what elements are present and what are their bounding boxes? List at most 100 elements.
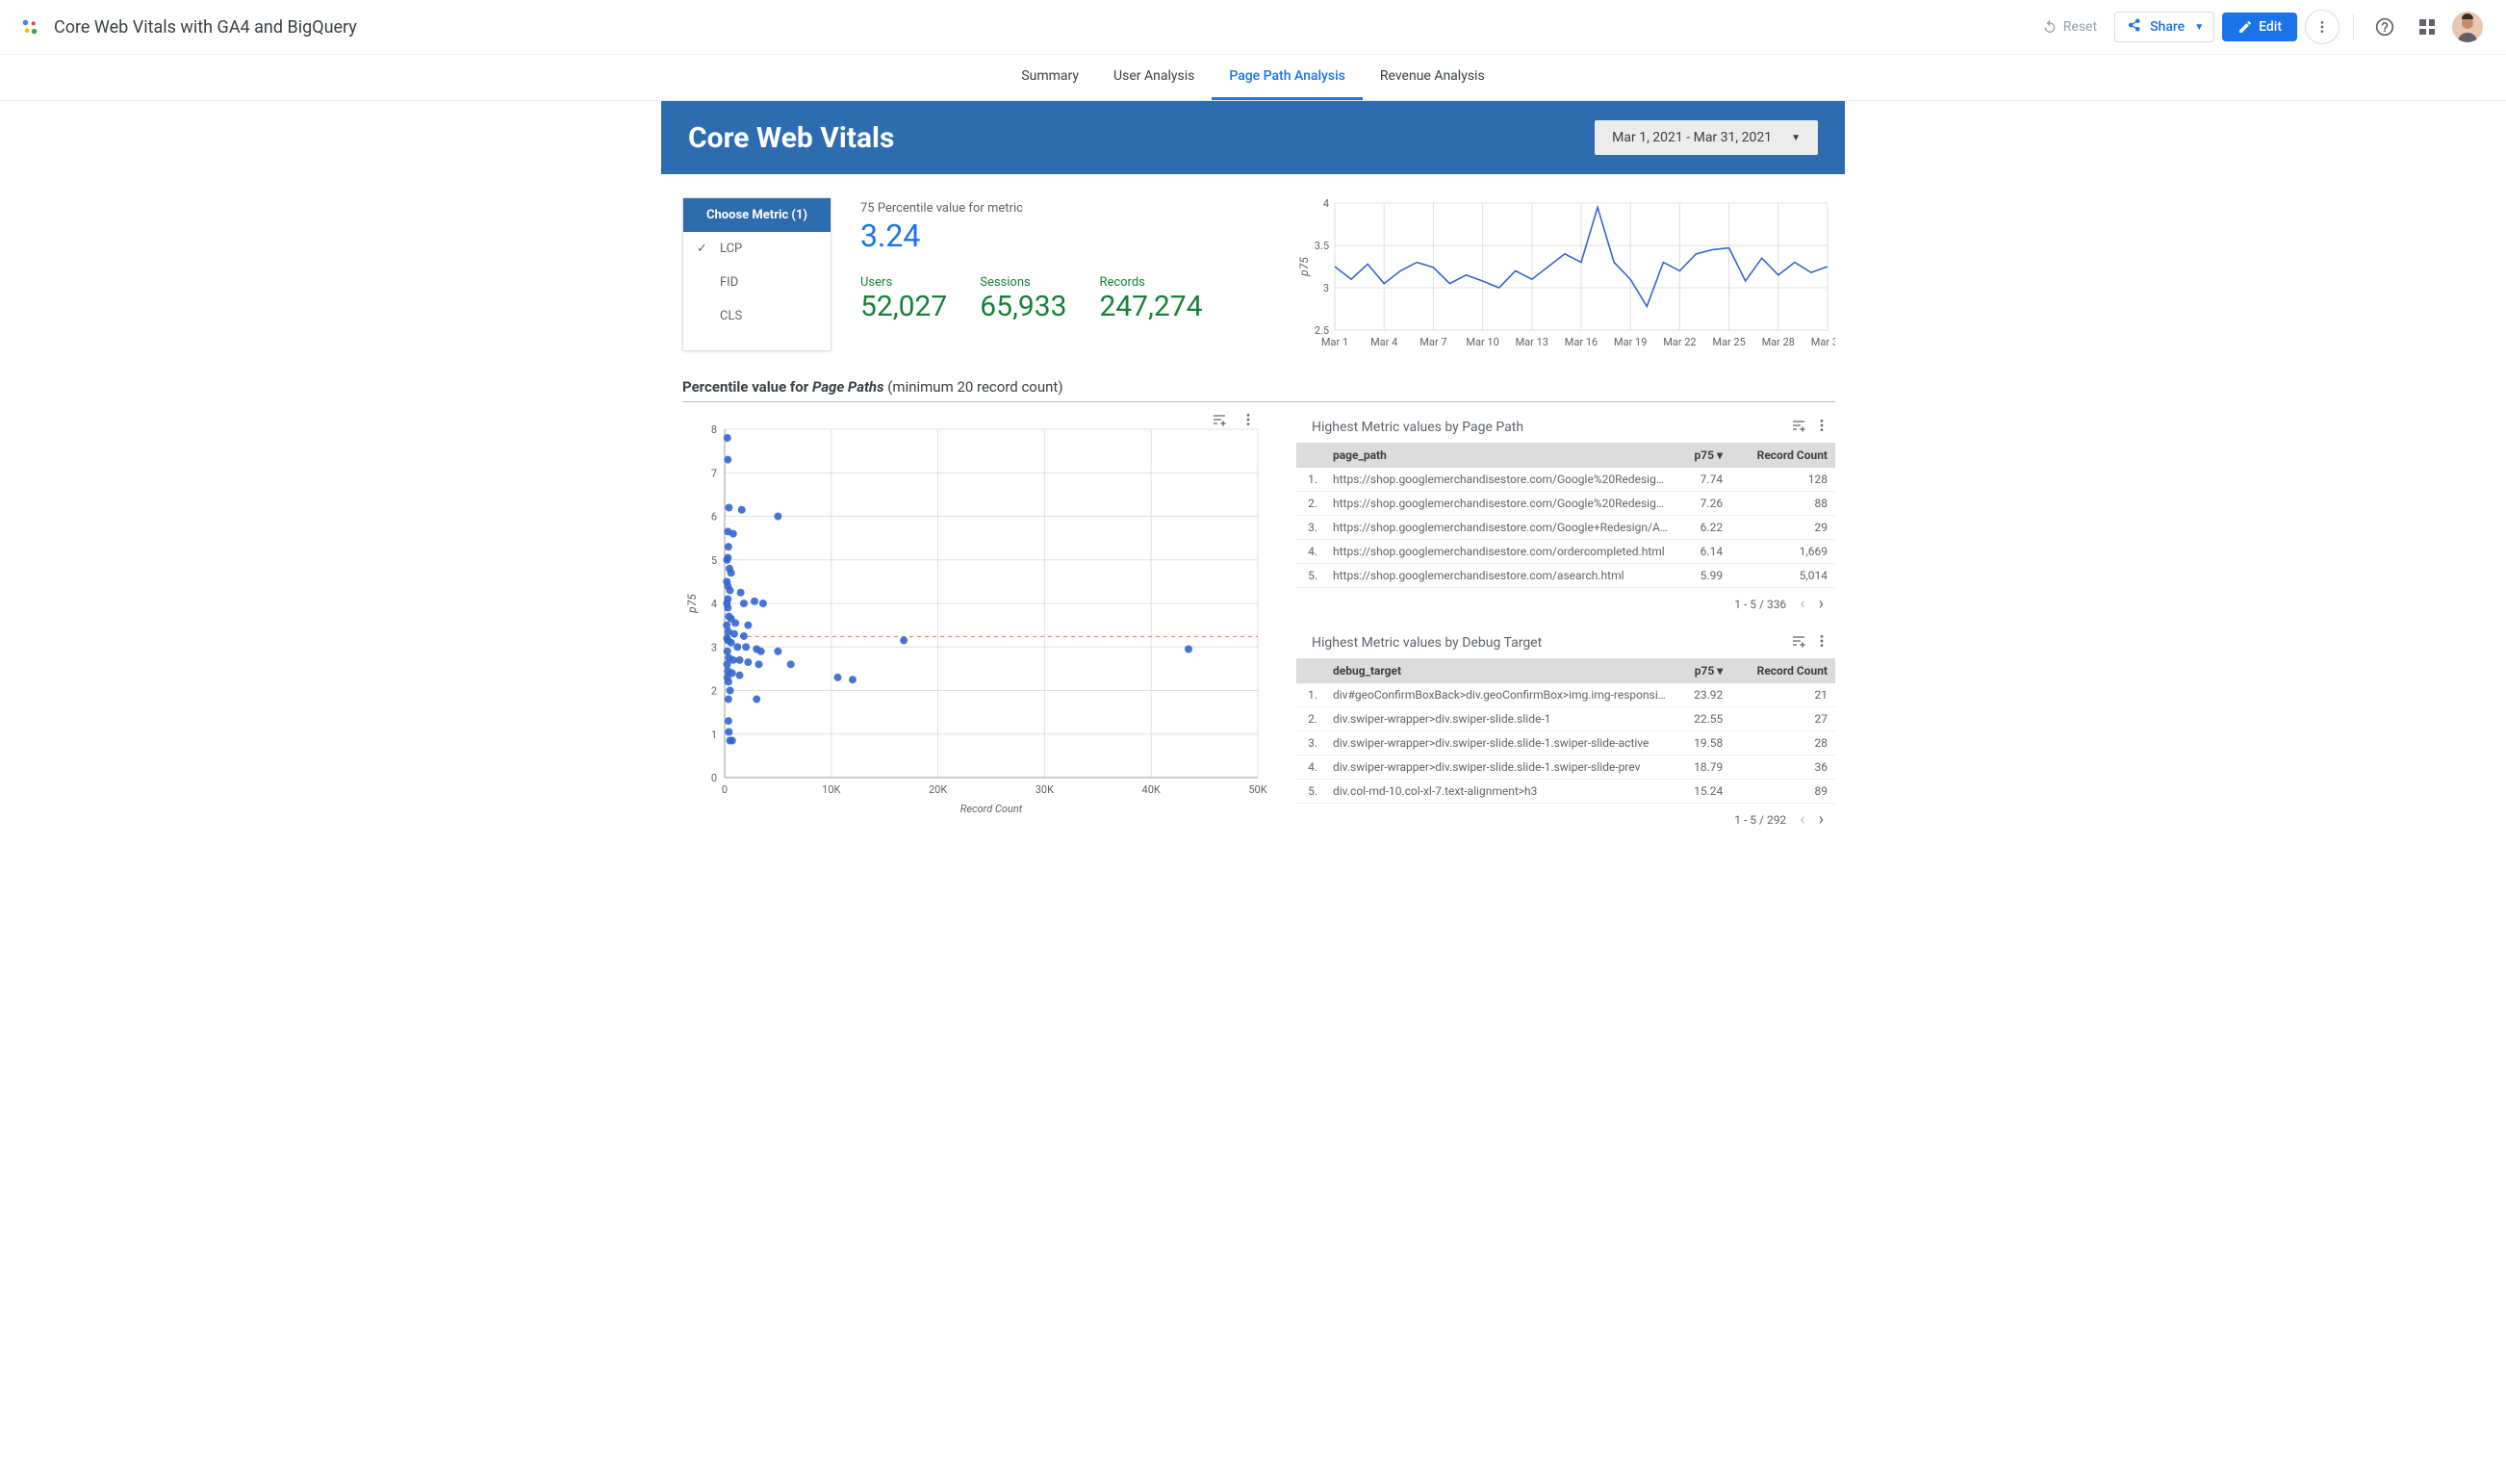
page-path-table-more-button[interactable] [1810,418,1833,437]
kpi-big-value: 3.24 [860,217,1267,254]
debug-target-table-settings-button[interactable] [1787,633,1810,652]
metric-option-lcp[interactable]: ✓LCP [683,232,831,266]
row-path: https://shop.googlemerchandisestore.com/… [1325,492,1677,516]
chevron-down-icon: ▼ [1791,133,1801,143]
section-title-mid: Page Paths [812,378,884,396]
user-avatar[interactable] [2452,12,2483,42]
row-index: 4. [1296,540,1325,564]
tab-summary[interactable]: Summary [1004,55,1096,100]
debug-target-table-table: debug_targetp75 ▾Record Count1.div#geoCo… [1296,658,1835,804]
bottom-row: 012345678010K20K30K40K50Kp75Record Count… [661,412,1845,843]
help-button[interactable] [2367,10,2402,44]
debug-target-table-pager: 1 - 5 / 292 ‹ › [1296,804,1835,843]
row-p75: 22.55 [1676,707,1730,731]
table-row[interactable]: 2.div.swiper-wrapper>div.swiper-slide.sl… [1296,707,1835,731]
chart-more-button[interactable] [1237,412,1260,431]
tab-page-path-analysis[interactable]: Page Path Analysis [1212,55,1363,100]
kpi-sessions: Sessions65,933 [980,275,1066,323]
svg-text:0: 0 [722,783,728,796]
svg-text:4: 4 [1323,197,1329,210]
table-row[interactable]: 1.div#geoConfirmBoxBack>div.geoConfirmBo… [1296,683,1835,707]
kpi-records: Records247,274 [1099,275,1202,323]
row-p75: 7.74 [1677,468,1730,492]
svg-text:Mar 31: Mar 31 [1811,336,1835,348]
kpi-label: Users [860,275,947,290]
date-range-picker[interactable]: Mar 1, 2021 - Mar 31, 2021 ▼ [1595,120,1818,155]
table-row[interactable]: 3.div.swiper-wrapper>div.swiper-slide.sl… [1296,731,1835,755]
more-vert-icon [2314,19,2330,35]
svg-text:Mar 25: Mar 25 [1712,336,1745,348]
svg-text:1: 1 [711,729,717,741]
svg-text:30K: 30K [1036,783,1054,796]
svg-text:Mar 1: Mar 1 [1321,336,1348,348]
metric-option-fid[interactable]: ✓FID [683,266,831,299]
table-row[interactable]: 4.https://shop.googlemerchandisestore.co… [1296,540,1835,564]
row-path: https://shop.googlemerchandisestore.com/… [1325,468,1677,492]
pager-next[interactable]: › [1819,809,1824,830]
row-count: 89 [1730,780,1835,804]
col-p75[interactable]: p75 ▾ [1676,658,1730,683]
metric-label: CLS [720,309,742,323]
svg-text:3: 3 [711,641,717,653]
col-debug_target[interactable]: debug_target [1325,658,1676,683]
col-page_path[interactable]: page_path [1325,443,1677,468]
report-body: Core Web Vitals Mar 1, 2021 - Mar 31, 20… [661,101,1845,872]
page-path-table-settings-button[interactable] [1787,418,1810,437]
row-p75: 6.22 [1677,516,1730,540]
metric-label: LCP [720,242,742,256]
kpi-users: Users52,027 [860,275,947,323]
table-row[interactable]: 5.https://shop.googlemerchandisestore.co… [1296,564,1835,588]
table-row[interactable]: 1.https://shop.googlemerchandisestore.co… [1296,468,1835,492]
col-record-count[interactable]: Record Count [1730,443,1835,468]
row-path: div.swiper-wrapper>div.swiper-slide.slid… [1325,731,1676,755]
debug-target-table-title-row: Highest Metric values by Debug Target [1296,627,1835,658]
debug-target-table-more-button[interactable] [1810,633,1833,652]
tab-user-analysis[interactable]: User Analysis [1096,55,1212,100]
table-row[interactable]: 3.https://shop.googlemerchandisestore.co… [1296,516,1835,540]
pager-next[interactable]: › [1819,594,1824,614]
debug-target-table-title: Highest Metric values by Debug Target [1298,635,1787,651]
pager-prev[interactable]: ‹ [1800,594,1804,614]
row-count: 21 [1730,683,1835,707]
page-path-table-title-row: Highest Metric values by Page Path [1296,412,1835,443]
row-path: div#geoConfirmBoxBack>div.geoConfirmBox>… [1325,683,1676,707]
svg-text:Mar 4: Mar 4 [1370,336,1397,348]
date-range-label: Mar 1, 2021 - Mar 31, 2021 [1612,130,1772,145]
svg-text:8: 8 [711,423,717,436]
line-chart: 2.533.54Mar 1Mar 4Mar 7Mar 10Mar 13Mar 1… [1296,197,1835,351]
metric-option-cls[interactable]: ✓CLS [683,299,831,333]
edit-button[interactable]: Edit [2222,13,2297,41]
table-row[interactable]: 4.div.swiper-wrapper>div.swiper-slide.sl… [1296,755,1835,780]
chart-settings-button[interactable] [1208,412,1231,431]
apps-button[interactable] [2410,10,2444,44]
row-p75: 18.79 [1676,755,1730,780]
row-count: 27 [1730,707,1835,731]
row-count: 5,014 [1730,564,1835,588]
table-row[interactable]: 2.https://shop.googlemerchandisestore.co… [1296,492,1835,516]
row-index: 5. [1296,780,1325,804]
svg-text:6: 6 [711,511,717,524]
svg-text:5: 5 [711,554,717,567]
row-path: div.swiper-wrapper>div.swiper-slide.slid… [1325,755,1676,780]
more-vert-icon [1814,418,1829,433]
report-tabs: SummaryUser AnalysisPage Path AnalysisRe… [0,55,2506,101]
metric-label: FID [720,275,738,290]
pager-prev[interactable]: ‹ [1800,809,1804,830]
table-row[interactable]: 5.div.col-md-10.col-xl-7.text-alignment>… [1296,780,1835,804]
kpi-subtitle: 75 Percentile value for metric [860,201,1267,216]
pencil-icon [2238,19,2253,35]
col-record-count[interactable]: Record Count [1730,658,1835,683]
share-button[interactable]: Share ▼ [2114,12,2214,42]
tab-revenue-analysis[interactable]: Revenue Analysis [1363,55,1502,100]
pager-info: 1 - 5 / 292 [1734,813,1786,827]
col-p75[interactable]: p75 ▾ [1677,443,1730,468]
svg-text:2: 2 [711,685,717,698]
reset-button[interactable]: Reset [2033,13,2107,40]
row-index: 3. [1296,731,1325,755]
more-button[interactable] [2305,10,2340,44]
apps-icon [2419,19,2435,35]
kpi-label: Sessions [980,275,1066,290]
svg-text:Mar 16: Mar 16 [1565,336,1598,348]
row-path: div.swiper-wrapper>div.swiper-slide.slid… [1325,707,1676,731]
section-title-post: (minimum 20 record count) [884,378,1063,396]
